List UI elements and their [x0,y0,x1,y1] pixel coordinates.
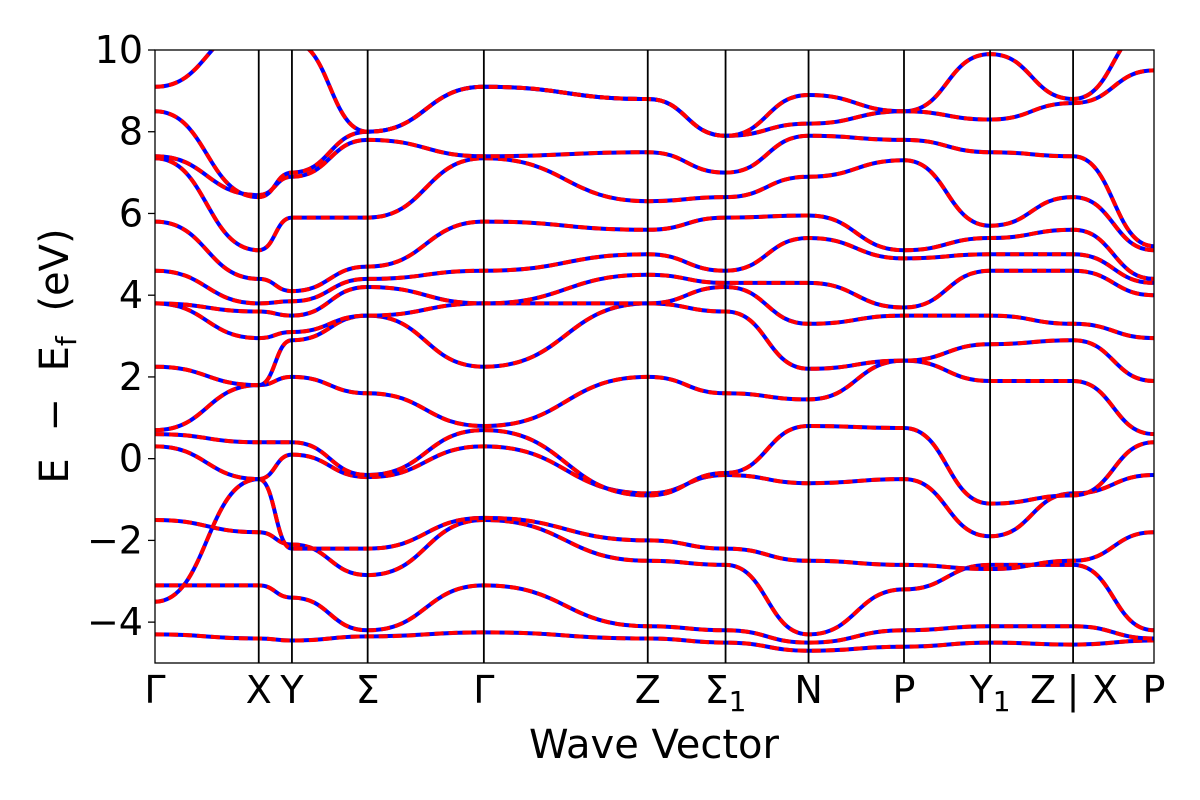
plot-frame [154,49,1155,664]
x-tick-label-4: Γ [473,668,494,712]
y-tick-label-2: 0 [119,437,143,481]
band-12 [155,156,1154,253]
x-tick-label-10: Z [1030,668,1056,712]
band-15 [155,50,1123,138]
band-1 [155,583,1154,645]
band-5 [155,423,1154,506]
band-6 [155,358,1154,437]
x-tick-label-11: | [1067,668,1080,713]
x-tick-label-13: P [1143,668,1166,712]
x-tick-label-7: N [794,668,822,712]
band-2 [155,517,1154,637]
y-label-minus: − [32,398,78,432]
x-tick-label-2: Y [279,668,304,712]
y-tick-label-6: 8 [119,110,143,154]
x-tick-label-1: X [246,668,272,712]
x-tick-label-12: X [1092,668,1118,712]
x-tick-label-5: Z [635,668,661,712]
y-label-ef-sub: f [50,335,83,346]
x-tick-label-3: Σ [356,668,380,712]
y-tick-label-5: 6 [119,191,143,235]
x-tick-label-8: P [893,668,916,712]
y-tick-label-0: −4 [87,600,143,644]
y-label-e: E [32,458,78,483]
y-label-unit: (eV) [32,228,78,311]
x-axis-ticks: Γ X Y Σ Γ Z Σ1 N P Y1 Z | X P [144,668,1165,718]
y-tick-label-3: 2 [119,355,143,399]
band-0 [155,630,1154,653]
y-tick-label-1: −2 [87,518,143,562]
y-tick-label-7: 10 [95,28,143,72]
y-label-ef: E [32,346,78,371]
band-7 [155,301,1154,388]
x-axis-label: Wave Vector [529,722,780,768]
high-symmetry-lines [257,50,1074,663]
x-tick-label-0: Γ [144,668,165,712]
plot-background [155,50,1154,663]
x-tick-label-9: Y1 [969,668,1011,718]
y-tick-label-4: 4 [119,273,143,317]
y-axis-label: E − Ef (eV) [32,228,86,483]
y-axis-ticks: −4 −2 0 2 4 6 8 10 [87,28,155,644]
band-9 [155,268,1154,318]
x-tick-label-6: Σ1 [705,668,747,718]
